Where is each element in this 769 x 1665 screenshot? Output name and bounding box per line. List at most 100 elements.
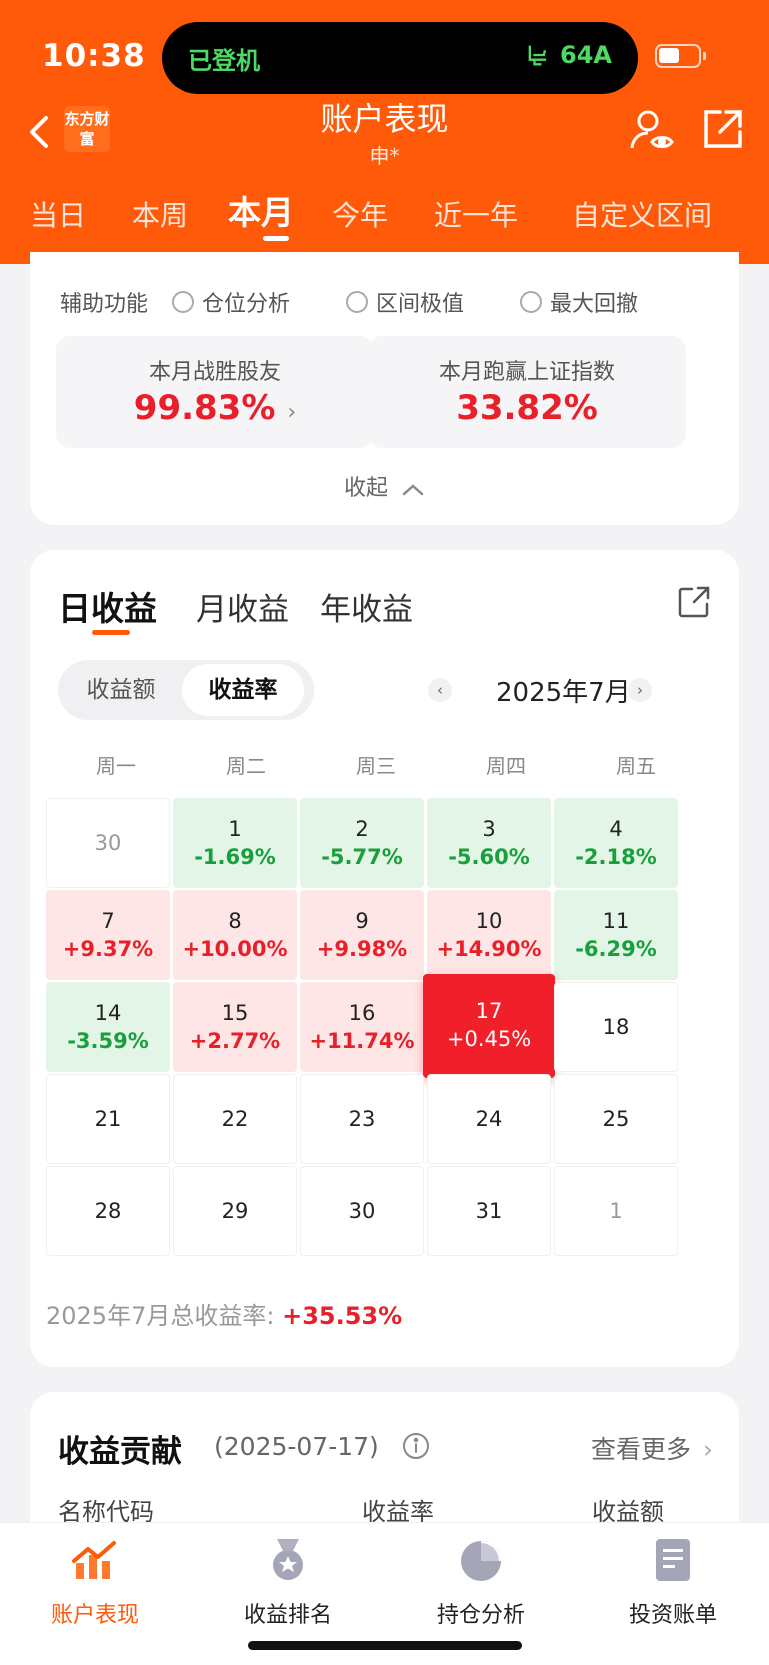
nav-investment-bill[interactable]: 投资账单 bbox=[598, 1535, 748, 1629]
calendar-day-cell[interactable]: 11 -6.29% bbox=[554, 890, 678, 980]
calendar-day-cell[interactable]: 14 -3.59% bbox=[46, 982, 170, 1072]
export-icon[interactable] bbox=[700, 106, 746, 152]
day-number: 11 bbox=[602, 909, 630, 933]
user-privacy-icon[interactable] bbox=[628, 106, 676, 154]
returns-card: 日收益 月收益 年收益 收益额 收益率 ‹ 2025年7月▼ › 周一 周二 周… bbox=[30, 550, 739, 1367]
calendar-day-cell[interactable]: 10 +14.90% bbox=[427, 890, 551, 980]
day-number: 10 bbox=[475, 909, 503, 933]
weekday-header: 周五 bbox=[616, 754, 656, 778]
see-more-label: 查看更多 bbox=[591, 1435, 692, 1464]
tab-monthly-returns[interactable]: 月收益 bbox=[196, 592, 289, 628]
calendar-day-cell[interactable]: 16 +11.74% bbox=[300, 982, 424, 1072]
calendar-day-cell[interactable]: 1 -1.69% bbox=[173, 798, 297, 888]
day-return-rate: +9.37% bbox=[62, 937, 154, 961]
calendar-day-cell[interactable]: 4 -2.18% bbox=[554, 798, 678, 888]
radio-range-extremes[interactable]: 区间极值 bbox=[346, 286, 464, 318]
back-icon[interactable] bbox=[22, 110, 56, 154]
tab-last-year[interactable]: 近一年 bbox=[434, 199, 519, 232]
share-icon[interactable] bbox=[676, 584, 712, 620]
day-number: 28 bbox=[94, 1199, 122, 1223]
battery-icon bbox=[655, 44, 706, 68]
nav-label: 投资账单 bbox=[628, 1603, 717, 1628]
day-return-rate: +11.74% bbox=[309, 1029, 415, 1053]
segment-rate[interactable]: 收益率 bbox=[182, 664, 304, 716]
medal-icon bbox=[273, 1539, 303, 1580]
calendar-day-cell[interactable]: 29 bbox=[173, 1166, 297, 1256]
tab-month[interactable]: 本月 bbox=[228, 193, 294, 232]
calendar-day-cell[interactable]: 18 bbox=[554, 982, 678, 1072]
day-number: 22 bbox=[221, 1107, 249, 1131]
day-number: 14 bbox=[94, 1001, 122, 1025]
calendar-day-cell[interactable]: 9 +9.98% bbox=[300, 890, 424, 980]
logo: 东方财富 bbox=[64, 106, 110, 152]
calendar-day-cell[interactable]: 3 -5.60% bbox=[427, 798, 551, 888]
weekday-header: 周三 bbox=[356, 754, 396, 778]
day-number: 2 bbox=[355, 817, 369, 841]
beat-index-stat: 本月跑赢上证指数 33.82% bbox=[368, 336, 686, 448]
month-label: 2025年7月 bbox=[496, 678, 631, 708]
collapse-label: 收起 bbox=[343, 476, 388, 501]
flight-status: 已登机 bbox=[188, 47, 260, 75]
tab-week[interactable]: 本周 bbox=[132, 199, 189, 232]
home-indicator bbox=[248, 1641, 522, 1650]
tab-daily-returns[interactable]: 日收益 bbox=[58, 589, 157, 628]
stat-value: 99.83% › bbox=[56, 388, 374, 428]
day-return-rate: -1.69% bbox=[194, 845, 276, 869]
tab-custom-range[interactable]: 自定义区间 bbox=[572, 199, 713, 232]
calendar-day-cell[interactable]: 23 bbox=[300, 1074, 424, 1164]
calendar-day-cell[interactable]: 31 bbox=[427, 1166, 551, 1256]
calendar-day-cell[interactable]: 15 +2.77% bbox=[173, 982, 297, 1072]
seat-number: 64A bbox=[560, 41, 612, 69]
stat-label: 本月跑赢上证指数 bbox=[438, 360, 615, 385]
radio-label: 区间极值 bbox=[376, 292, 465, 317]
collapse-button[interactable]: 收起 bbox=[30, 470, 739, 502]
day-return-rate: -5.60% bbox=[448, 845, 530, 869]
calendar-day-cell[interactable]: 2 -5.77% bbox=[300, 798, 424, 888]
segment-amount[interactable]: 收益额 bbox=[86, 677, 156, 703]
tab-year[interactable]: 今年 bbox=[332, 199, 389, 232]
calendar-day-cell[interactable]: 17 +0.45% bbox=[423, 974, 555, 1078]
tab-yearly-returns[interactable]: 年收益 bbox=[320, 592, 413, 628]
calendar-day-cell[interactable]: 30 bbox=[300, 1166, 424, 1256]
prev-month-button[interactable]: ‹ bbox=[428, 678, 452, 702]
period-tabs: 当日 本周 本月 今年 近一年 自定义区间 bbox=[0, 180, 769, 250]
radio-circle-icon bbox=[172, 291, 194, 313]
day-return-rate: -5.77% bbox=[321, 845, 403, 869]
chevron-up-icon bbox=[402, 484, 424, 496]
nav-label: 收益排名 bbox=[243, 1603, 332, 1628]
calendar-day-cell[interactable]: 28 bbox=[46, 1166, 170, 1256]
nav-label: 持仓分析 bbox=[436, 1603, 525, 1628]
calendar-day-cell[interactable]: 24 bbox=[427, 1074, 551, 1164]
nav-account-performance[interactable]: 账户表现 bbox=[20, 1535, 170, 1629]
dynamic-island: 已登机 64A bbox=[162, 22, 638, 94]
beat-peers-stat[interactable]: 本月战胜股友 99.83% › bbox=[56, 336, 374, 448]
month-selector[interactable]: 2025年7月▼ bbox=[496, 672, 645, 709]
radio-position-analysis[interactable]: 仓位分析 bbox=[172, 286, 290, 318]
nav-return-ranking[interactable]: 收益排名 bbox=[213, 1535, 363, 1629]
month-total: 2025年7月总收益率: +35.53% bbox=[46, 1296, 402, 1331]
radio-max-drawdown[interactable]: 最大回撤 bbox=[520, 286, 638, 318]
next-month-button[interactable]: › bbox=[628, 678, 652, 702]
day-return-rate: +2.77% bbox=[189, 1029, 281, 1053]
stat-value: 33.82% bbox=[456, 388, 598, 428]
day-number: 24 bbox=[475, 1107, 503, 1131]
day-number: 3 bbox=[482, 817, 496, 841]
calendar-day-cell[interactable]: 8 +10.00% bbox=[173, 890, 297, 980]
see-more-link[interactable]: 查看更多 › bbox=[591, 1430, 713, 1466]
chevron-right-icon: › bbox=[703, 1435, 713, 1464]
calendar-day-cell[interactable]: 21 bbox=[46, 1074, 170, 1164]
tab-active-indicator bbox=[263, 236, 289, 241]
nav-holdings-analysis[interactable]: 持仓分析 bbox=[406, 1535, 556, 1629]
calendar-day-cell[interactable]: 25 bbox=[554, 1074, 678, 1164]
column-header-amount: 收益额 bbox=[592, 1498, 664, 1526]
column-header-name: 名称代码 bbox=[58, 1498, 154, 1526]
calendar-day-cell[interactable]: 7 +9.37% bbox=[46, 890, 170, 980]
calendar-day-cell[interactable]: 30 bbox=[46, 798, 170, 888]
calendar-day-cell[interactable]: 1 bbox=[554, 1166, 678, 1256]
info-icon[interactable] bbox=[402, 1432, 430, 1460]
pie-chart-icon bbox=[461, 1541, 501, 1581]
calendar-day-cell[interactable]: 22 bbox=[173, 1074, 297, 1164]
seat-icon bbox=[528, 45, 547, 66]
tab-today[interactable]: 当日 bbox=[30, 199, 87, 232]
contribution-title: 收益贡献 bbox=[58, 1434, 182, 1470]
